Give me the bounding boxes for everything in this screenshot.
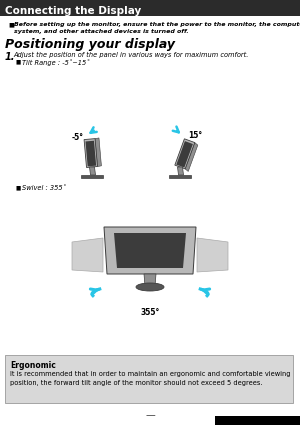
Polygon shape	[169, 175, 191, 178]
Polygon shape	[85, 141, 96, 166]
Text: —: —	[145, 410, 155, 420]
Text: Before setting up the monitor, ensure that the power to the monitor, the compute: Before setting up the monitor, ensure th…	[14, 22, 300, 27]
Text: -5°: -5°	[72, 133, 84, 142]
Polygon shape	[175, 139, 195, 169]
Text: 1.: 1.	[5, 52, 16, 62]
Polygon shape	[114, 233, 186, 268]
Text: system, and other attached devices is turned off.: system, and other attached devices is tu…	[14, 29, 189, 34]
Ellipse shape	[136, 283, 164, 291]
Text: It is recommended that in order to maintain an ergonomic and comfortable viewing: It is recommended that in order to maint…	[10, 371, 290, 385]
Polygon shape	[178, 167, 184, 175]
Polygon shape	[197, 238, 228, 272]
Text: Ergonomic: Ergonomic	[10, 361, 56, 370]
Text: Tilt Range : -5˚~15˚: Tilt Range : -5˚~15˚	[22, 59, 90, 66]
Bar	[0, 0, 300, 16]
Polygon shape	[95, 138, 101, 167]
Text: Swivel : 355˚: Swivel : 355˚	[22, 185, 66, 191]
Polygon shape	[84, 139, 98, 167]
Bar	[215, 416, 300, 425]
Polygon shape	[144, 274, 156, 286]
Text: ■: ■	[8, 22, 14, 27]
Text: Adjust the position of the panel in various ways for maximum comfort.: Adjust the position of the panel in vari…	[13, 52, 248, 58]
Polygon shape	[89, 167, 95, 175]
Text: Positioning your display: Positioning your display	[5, 38, 175, 51]
Polygon shape	[81, 175, 103, 178]
Text: 355°: 355°	[140, 308, 160, 317]
Text: 15°: 15°	[188, 130, 202, 139]
Polygon shape	[72, 238, 103, 272]
Text: ■: ■	[16, 185, 21, 190]
Text: Connecting the Display: Connecting the Display	[5, 6, 141, 16]
Bar	[5, 355, 293, 403]
Polygon shape	[104, 227, 196, 274]
Polygon shape	[176, 141, 193, 167]
Text: ■: ■	[16, 59, 21, 64]
Polygon shape	[185, 142, 198, 171]
